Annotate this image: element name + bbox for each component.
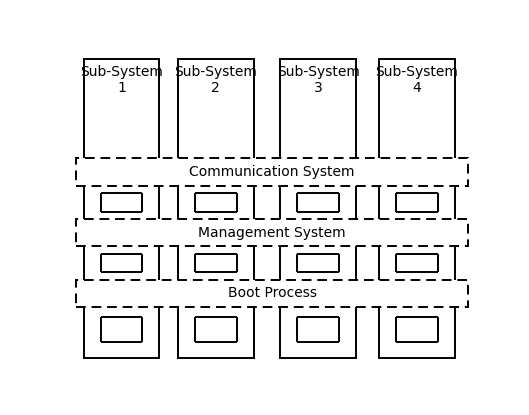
Text: Sub-System
1: Sub-System 1 (80, 65, 163, 95)
Bar (84, 59, 159, 358)
Bar (379, 59, 454, 358)
Bar (76, 280, 468, 307)
Text: Sub-System
4: Sub-System 4 (375, 65, 458, 95)
Text: Management System: Management System (198, 226, 346, 240)
Bar (280, 59, 356, 358)
Bar (178, 59, 254, 358)
Text: Sub-System
3: Sub-System 3 (277, 65, 360, 95)
Text: Communication System: Communication System (189, 165, 355, 179)
Bar (76, 219, 468, 247)
Text: Boot Process: Boot Process (227, 286, 317, 300)
Text: Sub-System
2: Sub-System 2 (175, 65, 257, 95)
Bar (76, 159, 468, 186)
